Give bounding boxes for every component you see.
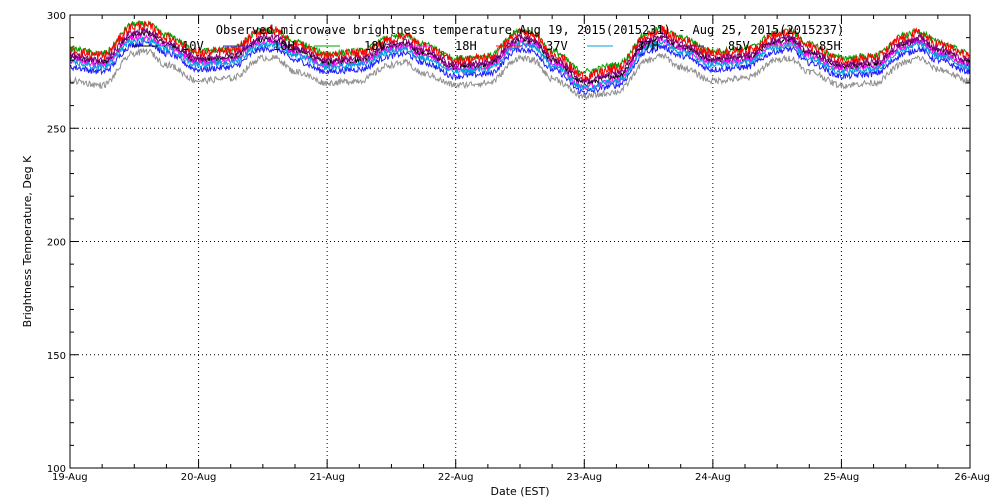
series-line-85h [69, 47, 970, 101]
legend: 10V 10H 18V 18H 37V 37H 85V 85H [132, 39, 841, 53]
y-tick-label: 150 [47, 351, 66, 362]
chart-title: Observed microwave brightness temperatur… [216, 23, 845, 37]
legend-label-10h: 10H [273, 39, 295, 53]
axis-ticks: 100 150 200 250 300 19-Aug 20-Aug 21-Aug 22-Aug 2… [47, 11, 990, 483]
y-axis-title: Brightness Temperature, Deg K [21, 155, 34, 327]
x-tick-label: 20-Aug [181, 472, 217, 483]
y-tick-label: 300 [47, 11, 66, 22]
series-line-85v [69, 26, 970, 84]
x-tick-label: 24-Aug [695, 472, 731, 483]
x-tick-label: 26-Aug [954, 472, 990, 483]
y-tick-label: 250 [47, 124, 66, 135]
series-line-37h [69, 35, 970, 91]
grid [70, 15, 970, 468]
legend-label-18h: 18H [455, 39, 477, 53]
legend-label-18v: 18V [364, 39, 386, 53]
x-tick-label: 25-Aug [824, 472, 860, 483]
legend-label-85h: 85H [819, 39, 841, 53]
x-tick-label: 19-Aug [52, 472, 88, 483]
x-axis-title: Date (EST) [490, 485, 549, 498]
legend-label-85v: 85V [728, 39, 750, 53]
series-line-37v [69, 20, 970, 82]
legend-label-37v: 37V [546, 39, 568, 53]
legend-label-10v: 10V [182, 39, 204, 53]
x-tick-label: 23-Aug [566, 472, 602, 483]
x-tick-label: 22-Aug [438, 472, 474, 483]
legend-label-37h: 37H [637, 39, 659, 53]
x-tick-label: 21-Aug [309, 472, 345, 483]
y-tick-label: 100 [47, 464, 66, 475]
series-lines [69, 20, 970, 101]
series-line-10h [69, 39, 970, 95]
y-tick-label: 200 [47, 238, 66, 249]
